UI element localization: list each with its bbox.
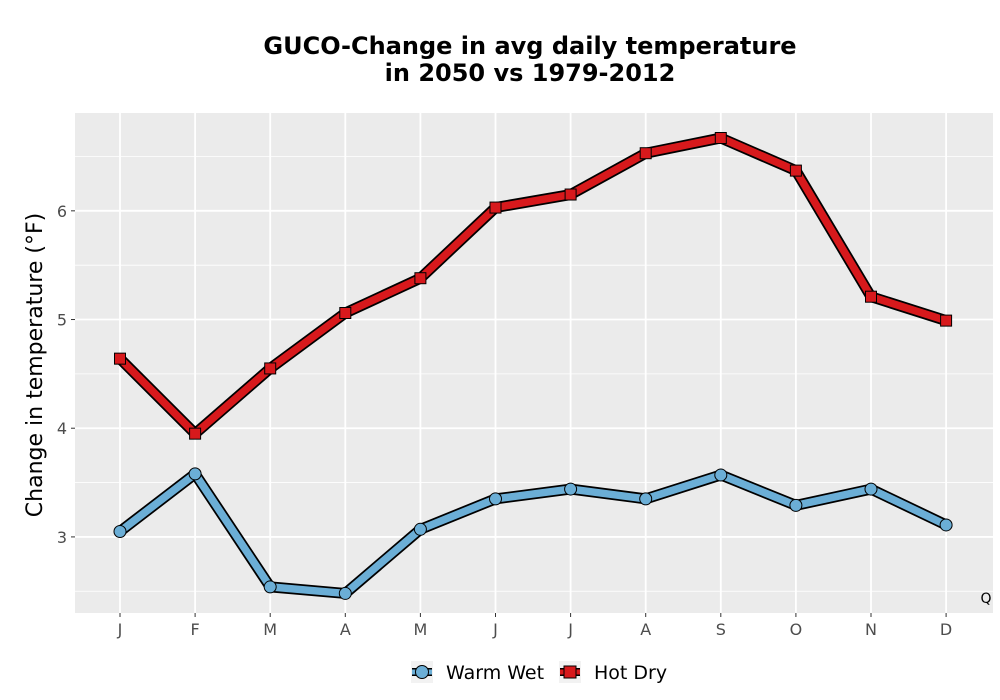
series-layer (113, 132, 953, 600)
data-point (263, 580, 277, 594)
data-point (114, 352, 126, 365)
legend-item-hot-dry: Hot Dry (559, 661, 667, 684)
x-tick-label: D (940, 620, 952, 639)
x-tick-label: F (190, 620, 199, 639)
legend-item-warm-wet: Warm Wet (411, 661, 544, 684)
series-hot-dry (114, 132, 953, 440)
x-tick-label: O (790, 620, 803, 639)
data-point (414, 272, 427, 285)
grid-minor (75, 156, 993, 592)
x-tick-label: M (413, 620, 427, 639)
data-point (113, 524, 127, 538)
data-point (639, 492, 653, 506)
corner-annotation: Q (980, 591, 991, 607)
x-tick-label: S (716, 620, 726, 639)
data-point (639, 147, 652, 160)
x-tick-label: J (567, 620, 573, 639)
x-tick-label: A (340, 620, 351, 639)
data-point (564, 188, 577, 201)
y-tick-label: 6 (57, 202, 67, 221)
series-line (116, 134, 950, 438)
data-point (339, 307, 352, 319)
legend-key-marker (415, 665, 429, 679)
data-point (489, 492, 502, 506)
legend: Warm Wet Hot Dry (411, 661, 667, 684)
data-point (489, 201, 502, 214)
y-tick-label: 5 (57, 311, 67, 330)
chart-subtitle: in 2050 vs 1979-2012 (385, 59, 676, 87)
data-point (264, 362, 277, 375)
data-point (789, 164, 802, 177)
data-point (939, 518, 953, 532)
y-tick-label: 3 (57, 528, 67, 547)
y-tick-label: 4 (57, 419, 67, 438)
data-point (189, 427, 202, 440)
x-tick-label: J (492, 620, 498, 639)
legend-label: Hot Dry (594, 662, 667, 684)
data-point (714, 468, 728, 482)
data-point (789, 498, 803, 512)
series-warm-wet (113, 467, 953, 600)
x-tick-label: M (263, 620, 277, 639)
data-point (940, 314, 953, 327)
data-point (413, 522, 427, 536)
data-point (188, 467, 202, 481)
data-point (865, 290, 877, 303)
y-axis-label: Change in temperature (°F) (23, 213, 48, 517)
series-line (116, 470, 950, 598)
chart-title: GUCO-Change in avg daily temperature (263, 32, 796, 60)
data-point (864, 482, 878, 496)
data-point (714, 132, 727, 144)
legend-label: Warm Wet (446, 662, 544, 684)
data-point (338, 586, 352, 600)
y-axis: 3 4 5 6 (57, 202, 75, 547)
x-tick-label: A (640, 620, 651, 639)
legend-key-marker (563, 665, 577, 679)
data-point (564, 482, 578, 496)
x-tick-label: J (117, 620, 123, 639)
plot-panel (75, 113, 993, 613)
x-tick-label: N (865, 620, 877, 639)
